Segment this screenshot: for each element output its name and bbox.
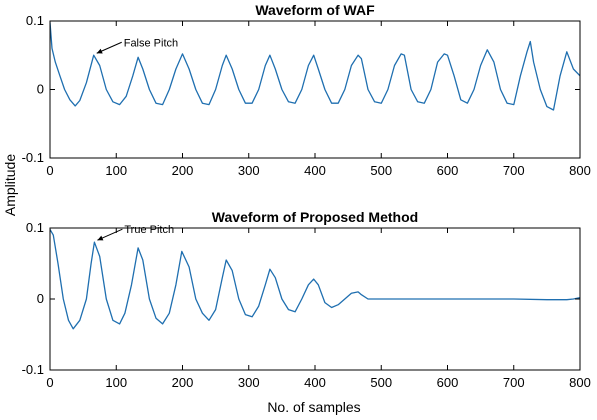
y-tick-label: -0.1 bbox=[22, 362, 44, 377]
x-tick-label: 800 bbox=[569, 163, 591, 178]
chart-waf: Waveform of WAF 0 100 200 300 400 500 600 700 800… bbox=[22, 2, 591, 178]
x-tick-label: 200 bbox=[172, 375, 194, 390]
y-tick-label: 0.1 bbox=[26, 13, 44, 28]
x-tick-label: 500 bbox=[370, 163, 392, 178]
y-tick-label: 0.1 bbox=[26, 220, 44, 235]
y-tick-label: -0.1 bbox=[22, 150, 44, 165]
x-tick-label: 700 bbox=[503, 375, 525, 390]
x-tick-label: 100 bbox=[105, 375, 127, 390]
chart-title: Waveform of Proposed Method bbox=[212, 209, 418, 225]
chart-title: Waveform of WAF bbox=[255, 2, 375, 18]
x-tick-label: 400 bbox=[304, 163, 326, 178]
annotation-arrowhead bbox=[96, 48, 103, 54]
y-tick-label: 0 bbox=[37, 291, 44, 306]
x-tick-label: 200 bbox=[172, 163, 194, 178]
x-tick-label: 0 bbox=[46, 163, 53, 178]
annotation-label: False Pitch bbox=[124, 37, 178, 49]
x-tick-label: 100 bbox=[105, 163, 127, 178]
x-tick-label: 400 bbox=[304, 375, 326, 390]
x-tick-label: 300 bbox=[238, 163, 260, 178]
x-tick-label: 300 bbox=[238, 375, 260, 390]
x-tick-label: 800 bbox=[569, 375, 591, 390]
x-tick-label: 600 bbox=[437, 163, 459, 178]
x-tick-label: 700 bbox=[503, 163, 525, 178]
y-tick-label: 0 bbox=[37, 82, 44, 97]
x-tick-label: 0 bbox=[46, 375, 53, 390]
annotation-arrowhead bbox=[97, 235, 104, 241]
x-axis-label: No. of samples bbox=[267, 399, 360, 415]
chart-proposed-method: Waveform of Proposed Method 0 100 200 300 400… bbox=[22, 209, 591, 390]
series-line bbox=[50, 229, 580, 330]
series-line bbox=[50, 22, 580, 111]
x-tick-label: 600 bbox=[437, 375, 459, 390]
y-axis-label: Amplitude bbox=[2, 154, 18, 216]
x-tick-label: 500 bbox=[370, 375, 392, 390]
annotation-label: True Pitch bbox=[124, 224, 174, 236]
